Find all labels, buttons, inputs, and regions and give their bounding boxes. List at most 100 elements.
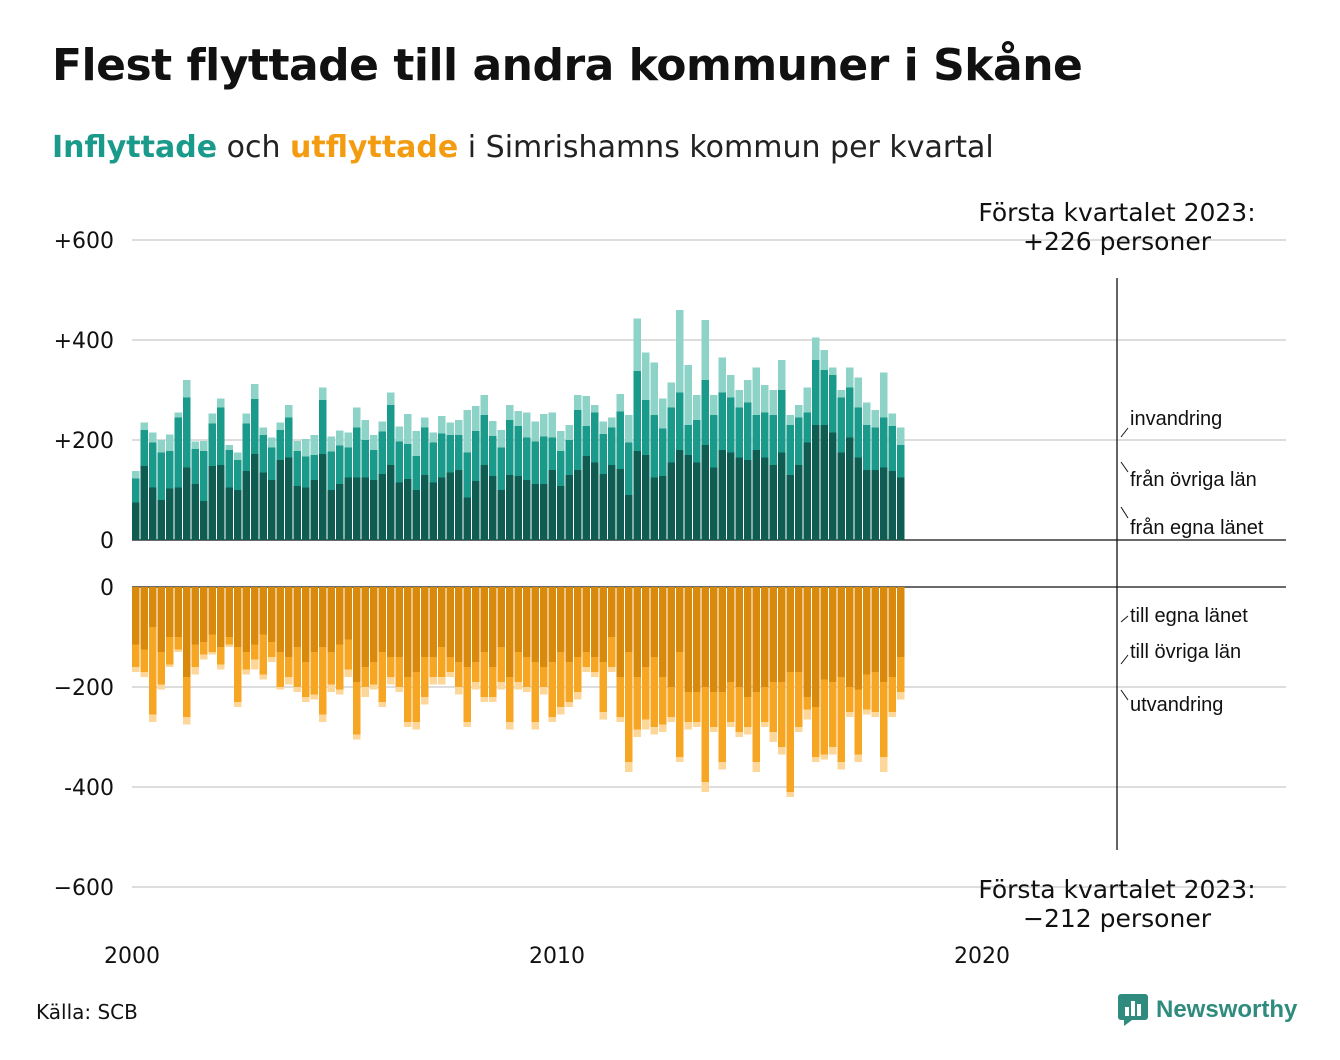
bar-out-egna: [786, 587, 794, 672]
bar-in-invandring: [616, 394, 624, 412]
bar-in-egna: [540, 484, 548, 540]
bar-in-invandring: [480, 395, 488, 415]
bar-out-utvandring: [174, 649, 182, 652]
bar-in-invandring: [591, 405, 599, 413]
bar-in-egna: [778, 452, 786, 540]
bar-out-utvandring: [795, 727, 803, 732]
bar-out-ovriga: [854, 689, 862, 755]
bar-out-utvandring: [871, 712, 879, 717]
bar-in-egna: [149, 487, 157, 540]
bar-in-egna: [387, 465, 395, 540]
source-note: Källa: SCB: [36, 1000, 138, 1024]
bar-out-ovriga: [523, 657, 531, 687]
bar-in-egna: [650, 477, 658, 540]
bar-in-ovriga: [565, 440, 573, 475]
bar-out-ovriga: [761, 687, 769, 722]
bar-in-invandring: [837, 390, 845, 398]
bar-out-utvandring: [472, 682, 480, 690]
bar-in-ovriga: [497, 447, 505, 490]
bar-in-invandring: [625, 415, 633, 443]
bar-in-egna: [693, 462, 701, 540]
bar-out-utvandring: [285, 677, 293, 685]
bar-out-ovriga: [480, 652, 488, 697]
bar-in-egna: [744, 460, 752, 540]
bar-in-egna: [404, 479, 412, 540]
bar-in-ovriga: [361, 440, 369, 478]
bar-out-ovriga: [302, 662, 310, 697]
bar-in-invandring: [446, 422, 454, 435]
bar-in-invandring: [633, 318, 641, 371]
bar-in-ovriga: [268, 447, 276, 480]
bar-in-egna: [625, 495, 633, 540]
bar-in-egna: [302, 487, 310, 540]
bar-in-egna: [829, 432, 837, 540]
bar-out-egna: [769, 587, 777, 682]
bar-in-egna: [548, 470, 556, 540]
bar-out-utvandring: [565, 702, 573, 707]
bar-out-egna: [820, 587, 828, 680]
bar-in-egna: [378, 474, 386, 540]
bar-in-invandring: [778, 360, 786, 390]
bar-in-egna: [531, 484, 539, 540]
bar-out-ovriga: [514, 652, 522, 682]
bar-out-egna: [812, 587, 820, 707]
bar-in-invandring: [582, 396, 590, 426]
bar-out-egna: [514, 587, 522, 652]
bar-in-invandring: [191, 441, 199, 449]
y-tick-label-bottom: −200: [54, 676, 114, 701]
bar-in-ovriga: [616, 411, 624, 469]
bar-in-ovriga: [761, 412, 769, 458]
bar-out-utvandring: [752, 762, 760, 772]
bar-out-egna: [676, 587, 684, 652]
bar-in-ovriga: [693, 420, 701, 463]
bar-out-egna: [429, 587, 437, 657]
bar-in-egna: [191, 484, 199, 540]
bar-in-invandring: [208, 413, 216, 424]
bar-in-ovriga: [812, 360, 820, 425]
bar-out-utvandring: [897, 692, 905, 700]
bar-out-egna: [701, 587, 709, 687]
bar-in-egna: [803, 442, 811, 540]
bar-out-ovriga: [455, 662, 463, 687]
bar-out-ovriga: [803, 697, 811, 710]
bar-out-egna: [395, 587, 403, 657]
bar-in-invandring: [344, 432, 352, 448]
bar-in-invandring: [149, 432, 157, 443]
bar-out-egna: [880, 587, 888, 682]
bar-out-ovriga: [710, 692, 718, 727]
bar-out-utvandring: [268, 657, 276, 662]
bar-out-egna: [531, 587, 539, 662]
bar-in-ovriga: [786, 425, 794, 475]
bar-out-egna: [565, 587, 573, 662]
bar-in-ovriga: [667, 407, 675, 463]
bar-in-egna: [506, 475, 514, 540]
bar-out-ovriga: [608, 637, 616, 667]
bar-in-invandring: [200, 441, 208, 451]
bar-in-ovriga: [557, 451, 565, 486]
bar-in-ovriga: [302, 456, 310, 488]
bar-out-egna: [659, 587, 667, 677]
bar-in-ovriga: [582, 426, 590, 456]
bar-out-ovriga: [387, 657, 395, 677]
bar-out-utvandring: [276, 687, 284, 690]
bar-out-utvandring: [463, 722, 471, 727]
bar-in-invandring: [140, 422, 148, 430]
bar-out-ovriga: [625, 652, 633, 762]
bar-in-ovriga: [591, 412, 599, 463]
bar-out-utvandring: [701, 782, 709, 792]
bar-in-egna: [327, 490, 335, 540]
bar-out-utvandring: [599, 712, 607, 720]
bar-in-invandring: [378, 421, 386, 432]
bar-out-ovriga: [489, 667, 497, 697]
bar-out-utvandring: [540, 687, 548, 695]
bar-in-ovriga: [650, 415, 658, 478]
bar-out-ovriga: [395, 657, 403, 687]
bar-in-egna: [480, 465, 488, 540]
migration-chart: 0 +200 +400 +600 0 −200 -400 −600 2000 2010 2020 Fö…: [54, 198, 1286, 969]
bar-out-ovriga: [812, 707, 820, 757]
bar-out-egna: [370, 587, 378, 662]
bar-in-egna: [727, 452, 735, 540]
bar-in-egna: [565, 475, 573, 540]
bar-out-egna: [157, 587, 165, 652]
bar-out-ovriga: [650, 657, 658, 727]
